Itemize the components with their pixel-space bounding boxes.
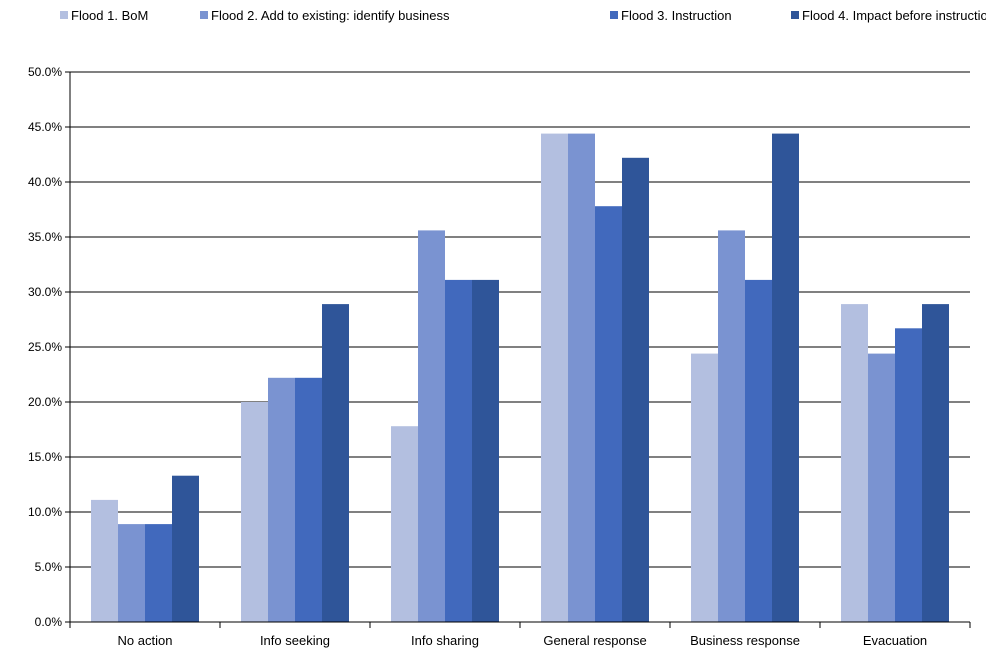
bar-1-5 <box>691 353 718 622</box>
x-category-label: Evacuation <box>863 633 927 648</box>
bar-1-4 <box>541 133 568 622</box>
y-tick-label: 45.0% <box>28 120 62 134</box>
bar-1-2 <box>241 402 268 622</box>
bar-3-1 <box>145 524 172 622</box>
x-category-label: Info sharing <box>411 633 479 648</box>
y-tick-label: 30.0% <box>28 285 62 299</box>
y-tick-label: 25.0% <box>28 340 62 354</box>
bar-3-3 <box>445 279 472 622</box>
gridlines <box>65 71 970 623</box>
y-tick-label: 40.0% <box>28 175 62 189</box>
y-tick-label: 15.0% <box>28 450 62 464</box>
bar-1-1 <box>91 499 118 622</box>
x-category-label: Business response <box>690 633 800 648</box>
legend-label-3: Flood 3. Instruction <box>621 8 732 23</box>
y-tick-label: 35.0% <box>28 230 62 244</box>
bar-2-5 <box>718 230 745 622</box>
bar-3-2 <box>295 377 322 622</box>
bar-3-6 <box>895 328 922 622</box>
bar-1-3 <box>391 426 418 622</box>
legend-swatch-3 <box>610 11 618 19</box>
legend-swatch-2 <box>200 11 208 19</box>
legend: Flood 1. BoM Flood 2. Add to existing: id… <box>60 8 986 23</box>
y-tick-label: 50.0% <box>28 65 62 79</box>
bar-1-6 <box>841 304 868 622</box>
y-axis-tick-labels: 0.0% 5.0% 10.0% 15.0% 20.0% 25.0% 30.0% 35.0% 40… <box>28 65 62 629</box>
bar-2-1 <box>118 524 145 622</box>
legend-swatch-4 <box>791 11 799 19</box>
bar-4-1 <box>172 475 199 622</box>
bar-4-6 <box>922 304 949 622</box>
bars <box>91 133 949 623</box>
y-tick-label: 20.0% <box>28 395 62 409</box>
legend-swatch-1 <box>60 11 68 19</box>
bar-2-4 <box>568 133 595 622</box>
x-category-label: General response <box>543 633 646 648</box>
x-category-label: No action <box>118 633 173 648</box>
legend-label-1: Flood 1. BoM <box>71 8 148 23</box>
x-axis-category-labels: No action Info seeking Info sharing General… <box>118 633 928 648</box>
bar-2-3 <box>418 230 445 622</box>
legend-label-2: Flood 2. Add to existing: identify busin… <box>211 8 450 23</box>
bar-2-6 <box>868 353 895 622</box>
x-category-label: Info seeking <box>260 633 330 648</box>
bar-4-2 <box>322 304 349 622</box>
bar-3-4 <box>595 206 622 622</box>
axes <box>69 72 971 628</box>
legend-label-4: Flood 4. Impact before instruction <box>802 8 986 23</box>
y-tick-label: 5.0% <box>35 560 63 574</box>
bar-4-5 <box>772 133 799 622</box>
y-tick-label: 0.0% <box>35 615 63 629</box>
y-tick-label: 10.0% <box>28 505 62 519</box>
bar-4-3 <box>472 279 499 622</box>
bar-2-2 <box>268 377 295 622</box>
bar-4-4 <box>622 157 649 623</box>
bar-3-5 <box>745 279 772 622</box>
